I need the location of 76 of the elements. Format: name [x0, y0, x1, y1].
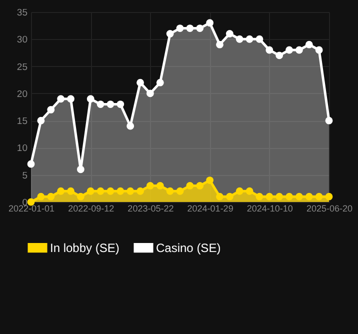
y-tick-label: 10	[16, 143, 28, 154]
point	[196, 182, 204, 190]
y-tick-label: 15	[16, 116, 28, 128]
x-tick-label: 2024-10-10	[246, 204, 293, 214]
point	[136, 187, 144, 195]
x-tick-label: 2024-01-29	[187, 204, 234, 214]
point	[116, 100, 124, 108]
y-tick-label: 20	[16, 88, 28, 100]
point	[196, 24, 204, 32]
point	[47, 106, 55, 114]
point	[325, 192, 333, 200]
point	[256, 35, 264, 43]
point	[286, 192, 293, 200]
point	[186, 182, 194, 190]
point	[206, 176, 214, 184]
point	[76, 166, 84, 174]
point	[57, 187, 65, 195]
point	[216, 192, 224, 200]
legend-label: In lobby (SE)	[50, 240, 120, 255]
point	[246, 187, 254, 195]
y-tick-label: 25	[16, 62, 28, 73]
point	[76, 192, 84, 200]
point	[126, 187, 134, 195]
point	[325, 116, 333, 124]
point	[86, 95, 94, 103]
point	[96, 100, 104, 108]
point	[37, 116, 45, 124]
point	[266, 192, 274, 200]
point	[276, 52, 284, 60]
point	[106, 100, 114, 108]
point	[67, 95, 74, 103]
point	[146, 182, 154, 190]
point	[166, 187, 174, 195]
point	[226, 192, 234, 200]
point	[96, 187, 104, 195]
point	[37, 192, 45, 200]
point	[305, 192, 313, 200]
y-tick-label: 30	[16, 34, 28, 46]
point	[156, 78, 164, 86]
point	[106, 187, 114, 195]
point	[136, 78, 144, 86]
point	[116, 187, 124, 195]
y-tick-label: 5	[22, 170, 28, 182]
point	[246, 35, 254, 43]
point	[276, 192, 284, 200]
point	[57, 95, 65, 103]
point	[216, 40, 224, 48]
point	[256, 192, 264, 200]
point	[295, 192, 303, 200]
x-tick-label: 2025-06-20	[306, 204, 353, 214]
point	[27, 160, 35, 168]
point	[126, 122, 134, 130]
point	[67, 187, 74, 195]
point	[47, 192, 55, 200]
point	[315, 46, 323, 54]
point	[176, 24, 184, 32]
point	[146, 90, 154, 98]
point	[305, 40, 313, 48]
point	[236, 187, 244, 195]
point	[236, 35, 244, 43]
point	[166, 30, 174, 38]
point	[286, 46, 293, 54]
x-tick-label: 2022-09-12	[68, 204, 114, 214]
point	[206, 19, 214, 27]
point	[176, 187, 184, 195]
point	[156, 182, 164, 190]
x-tick-label: 2023-05-22	[128, 204, 174, 214]
point	[186, 24, 194, 32]
point	[226, 30, 234, 38]
x-tick-label: 2022-01-01	[8, 204, 55, 214]
y-tick-label: 35	[16, 8, 28, 18]
point	[86, 187, 94, 195]
point	[315, 192, 323, 200]
legend-label: Casino (SE)	[156, 240, 221, 255]
point	[266, 46, 274, 54]
point	[295, 46, 303, 54]
